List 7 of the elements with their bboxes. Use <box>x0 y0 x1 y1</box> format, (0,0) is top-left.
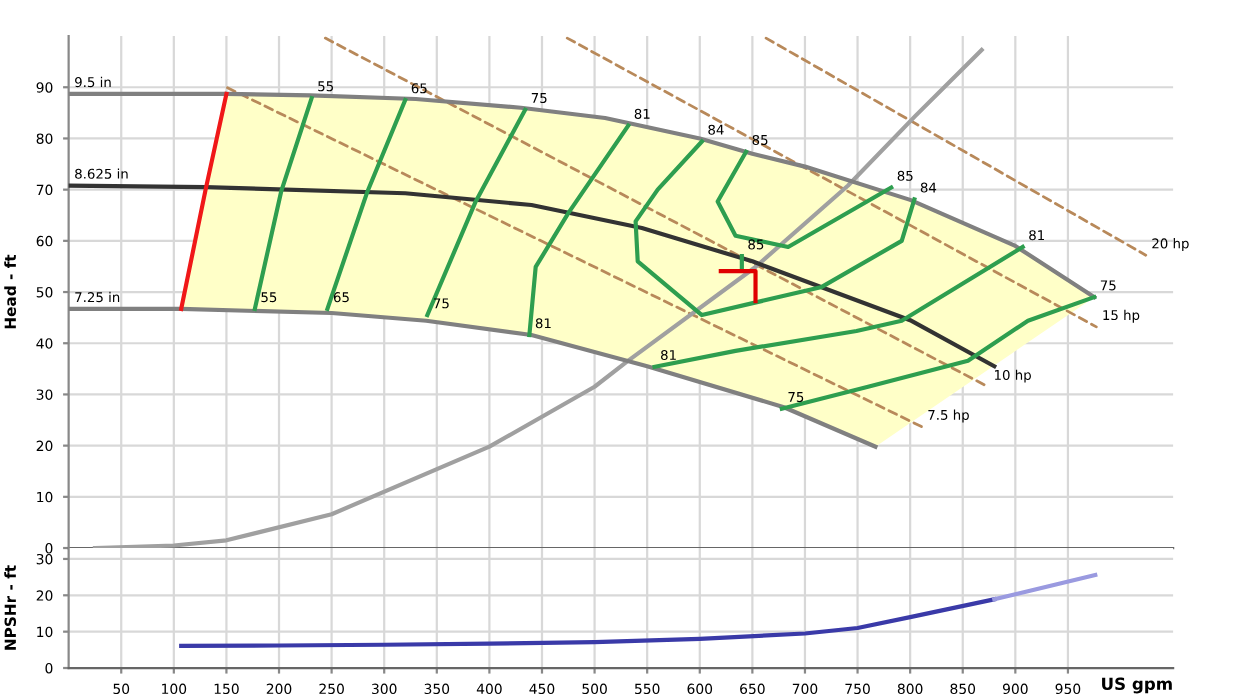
line-series <box>779 295 1097 411</box>
line-series <box>179 597 997 648</box>
x-axis-title: US gpm <box>1102 677 1172 694</box>
line-series <box>633 139 917 318</box>
line-series <box>68 183 997 369</box>
line-series <box>715 149 894 250</box>
line-series <box>527 123 631 338</box>
